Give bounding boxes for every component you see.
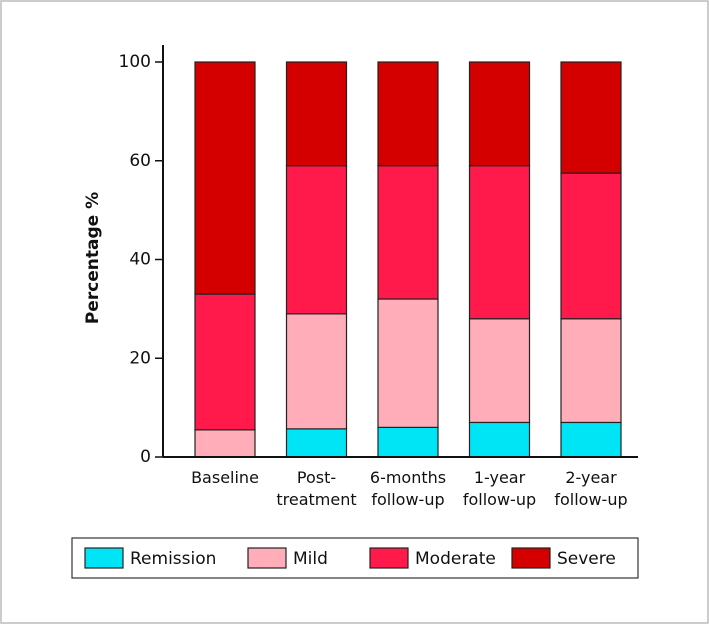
bar-segment — [377, 298, 439, 428]
y-tick-label: 20 — [129, 348, 151, 368]
y-tick-label: 0 — [140, 447, 151, 467]
legend-swatch — [247, 547, 287, 569]
bar-segment — [285, 165, 348, 315]
bar-segment — [285, 61, 348, 167]
legend-swatch — [369, 547, 409, 569]
bar-segment — [285, 428, 348, 458]
bar-segment — [468, 318, 531, 424]
x-tick-label: Baseline — [191, 468, 259, 487]
legend-label: Moderate — [415, 549, 496, 569]
legend-swatch — [84, 547, 124, 569]
y-tick-label: 40 — [129, 250, 151, 270]
bar-segment — [560, 61, 622, 174]
y-tick-label: 60 — [129, 151, 151, 171]
legend-label: Severe — [557, 549, 616, 569]
y-axis-label: Percentage % — [83, 192, 103, 324]
bar-segment — [377, 426, 439, 458]
bar-segment — [285, 313, 348, 430]
bar-segment — [560, 172, 622, 320]
bar-segment — [468, 61, 531, 167]
y-tick-label: 100 — [119, 52, 151, 72]
legend-label: Remission — [130, 549, 216, 569]
bar-segment — [194, 61, 256, 295]
legend-swatch — [511, 547, 551, 569]
x-tick-label: 6-months follow-up — [369, 468, 447, 509]
bar-segment — [468, 165, 531, 320]
x-tick-label: 1-year follow-up — [462, 468, 537, 509]
bar-segment — [560, 421, 622, 458]
bar-segment — [377, 61, 439, 167]
legend-label: Mild — [293, 549, 328, 569]
bar-segment — [377, 165, 439, 300]
bar-segment — [194, 429, 256, 458]
x-tick-label: Post- treatment — [276, 468, 357, 509]
bar-segment — [194, 293, 256, 431]
bar-segment — [468, 421, 531, 458]
bar-segment — [560, 318, 622, 424]
x-tick-label: 2-year follow-up — [554, 468, 628, 509]
